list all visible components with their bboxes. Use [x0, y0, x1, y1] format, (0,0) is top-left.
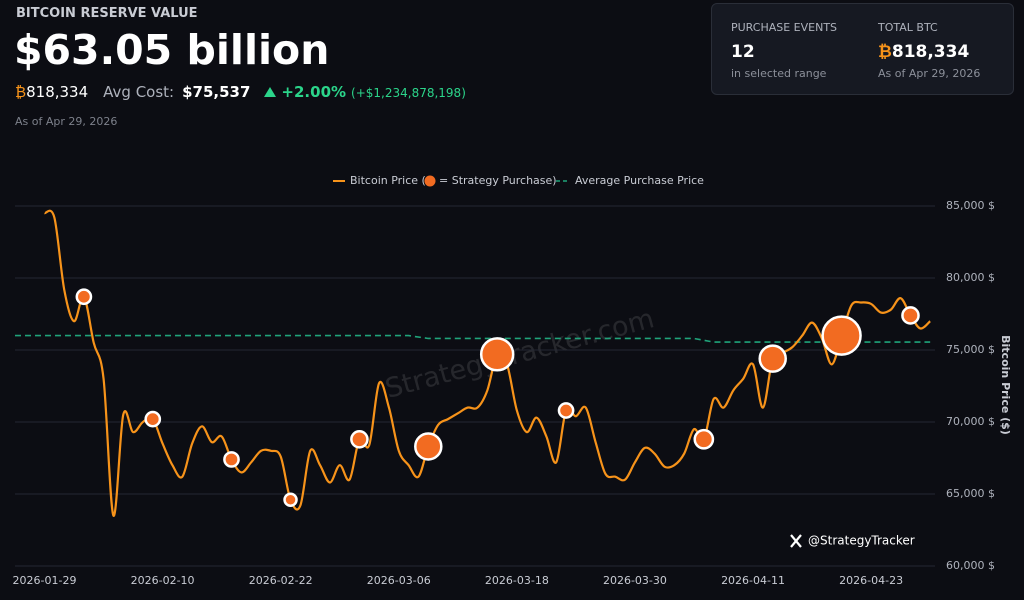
purchase-point [350, 429, 369, 449]
purchase-point [479, 337, 515, 372]
stat-note: As of Apr 29, 2026 [878, 67, 981, 80]
purchase-point [223, 451, 240, 468]
legend-label: Average Purchase Price [575, 174, 704, 187]
stats-box: PURCHASE EVENTS 12 in selected range TOT… [711, 3, 1014, 95]
purchase-point [414, 432, 443, 461]
y-tick-label: 75,000 $ [946, 343, 995, 356]
legend-dot [424, 175, 436, 187]
legend-label: = Strategy Purchase) [439, 174, 557, 187]
x-tick-label: 2026-02-10 [131, 574, 195, 587]
stat-value: ₿818,334 [878, 42, 969, 62]
purchase-point [758, 344, 787, 373]
legend-label: Bitcoin Price ( [350, 174, 426, 187]
x-tick-label: 2026-04-23 [839, 574, 903, 587]
btc-total: 818,334 [891, 42, 970, 62]
change-pct: +2.00% [281, 83, 347, 101]
up-arrow [264, 87, 277, 97]
x-tick-label: 2026-04-11 [721, 574, 785, 587]
y-tick-label: 60,000 $ [946, 559, 995, 572]
x-tick-label: 2026-02-22 [249, 574, 313, 587]
purchase-point [693, 428, 715, 450]
purchase-point [75, 288, 93, 306]
x-tick-label: 2026-03-06 [367, 574, 431, 587]
stat-value: 12 [731, 42, 755, 62]
stat-label: PURCHASE EVENTS [731, 21, 838, 34]
credit: @StrategyTracker [808, 534, 915, 548]
purchase-point [821, 315, 862, 356]
avg-cost: $75,537 [182, 83, 251, 101]
stat-note: in selected range [731, 67, 827, 80]
watermark: StrategyTracker.com [382, 303, 657, 405]
purchase-point [283, 492, 298, 508]
btc-symbol: ₿ [878, 42, 892, 62]
stat-label: TOTAL BTC [878, 21, 938, 34]
y-axis-label: Bitcoin Price ($) [999, 335, 1012, 435]
header-title: BITCOIN RESERVE VALUE [16, 6, 198, 21]
x-tick-label: 2026-01-29 [13, 574, 77, 587]
x-tick-label: 2026-03-30 [603, 574, 667, 587]
x-tick-label: 2026-03-18 [485, 574, 549, 587]
purchase-point [901, 306, 920, 325]
purchase-point [144, 410, 162, 428]
summary-row: ₿ 818,334 Avg Cost: $75,537 +2.00% (+$1,… [15, 83, 466, 101]
avg-cost-label: Avg Cost: [103, 83, 175, 101]
holdings: 818,334 [26, 83, 89, 101]
average-line [15, 334, 931, 343]
x-logo [790, 534, 802, 548]
y-tick-label: 65,000 $ [946, 487, 995, 500]
btc-symbol: ₿ [15, 83, 27, 101]
y-tick-label: 70,000 $ [946, 415, 995, 428]
change-usd: (+$1,234,878,198) [351, 86, 466, 100]
purchase-point [557, 402, 575, 419]
reserve-value: $63.05 billion [14, 26, 330, 74]
y-tick-label: 80,000 $ [946, 271, 995, 284]
as-of: As of Apr 29, 2026 [15, 115, 118, 128]
y-tick-label: 85,000 $ [946, 199, 995, 212]
